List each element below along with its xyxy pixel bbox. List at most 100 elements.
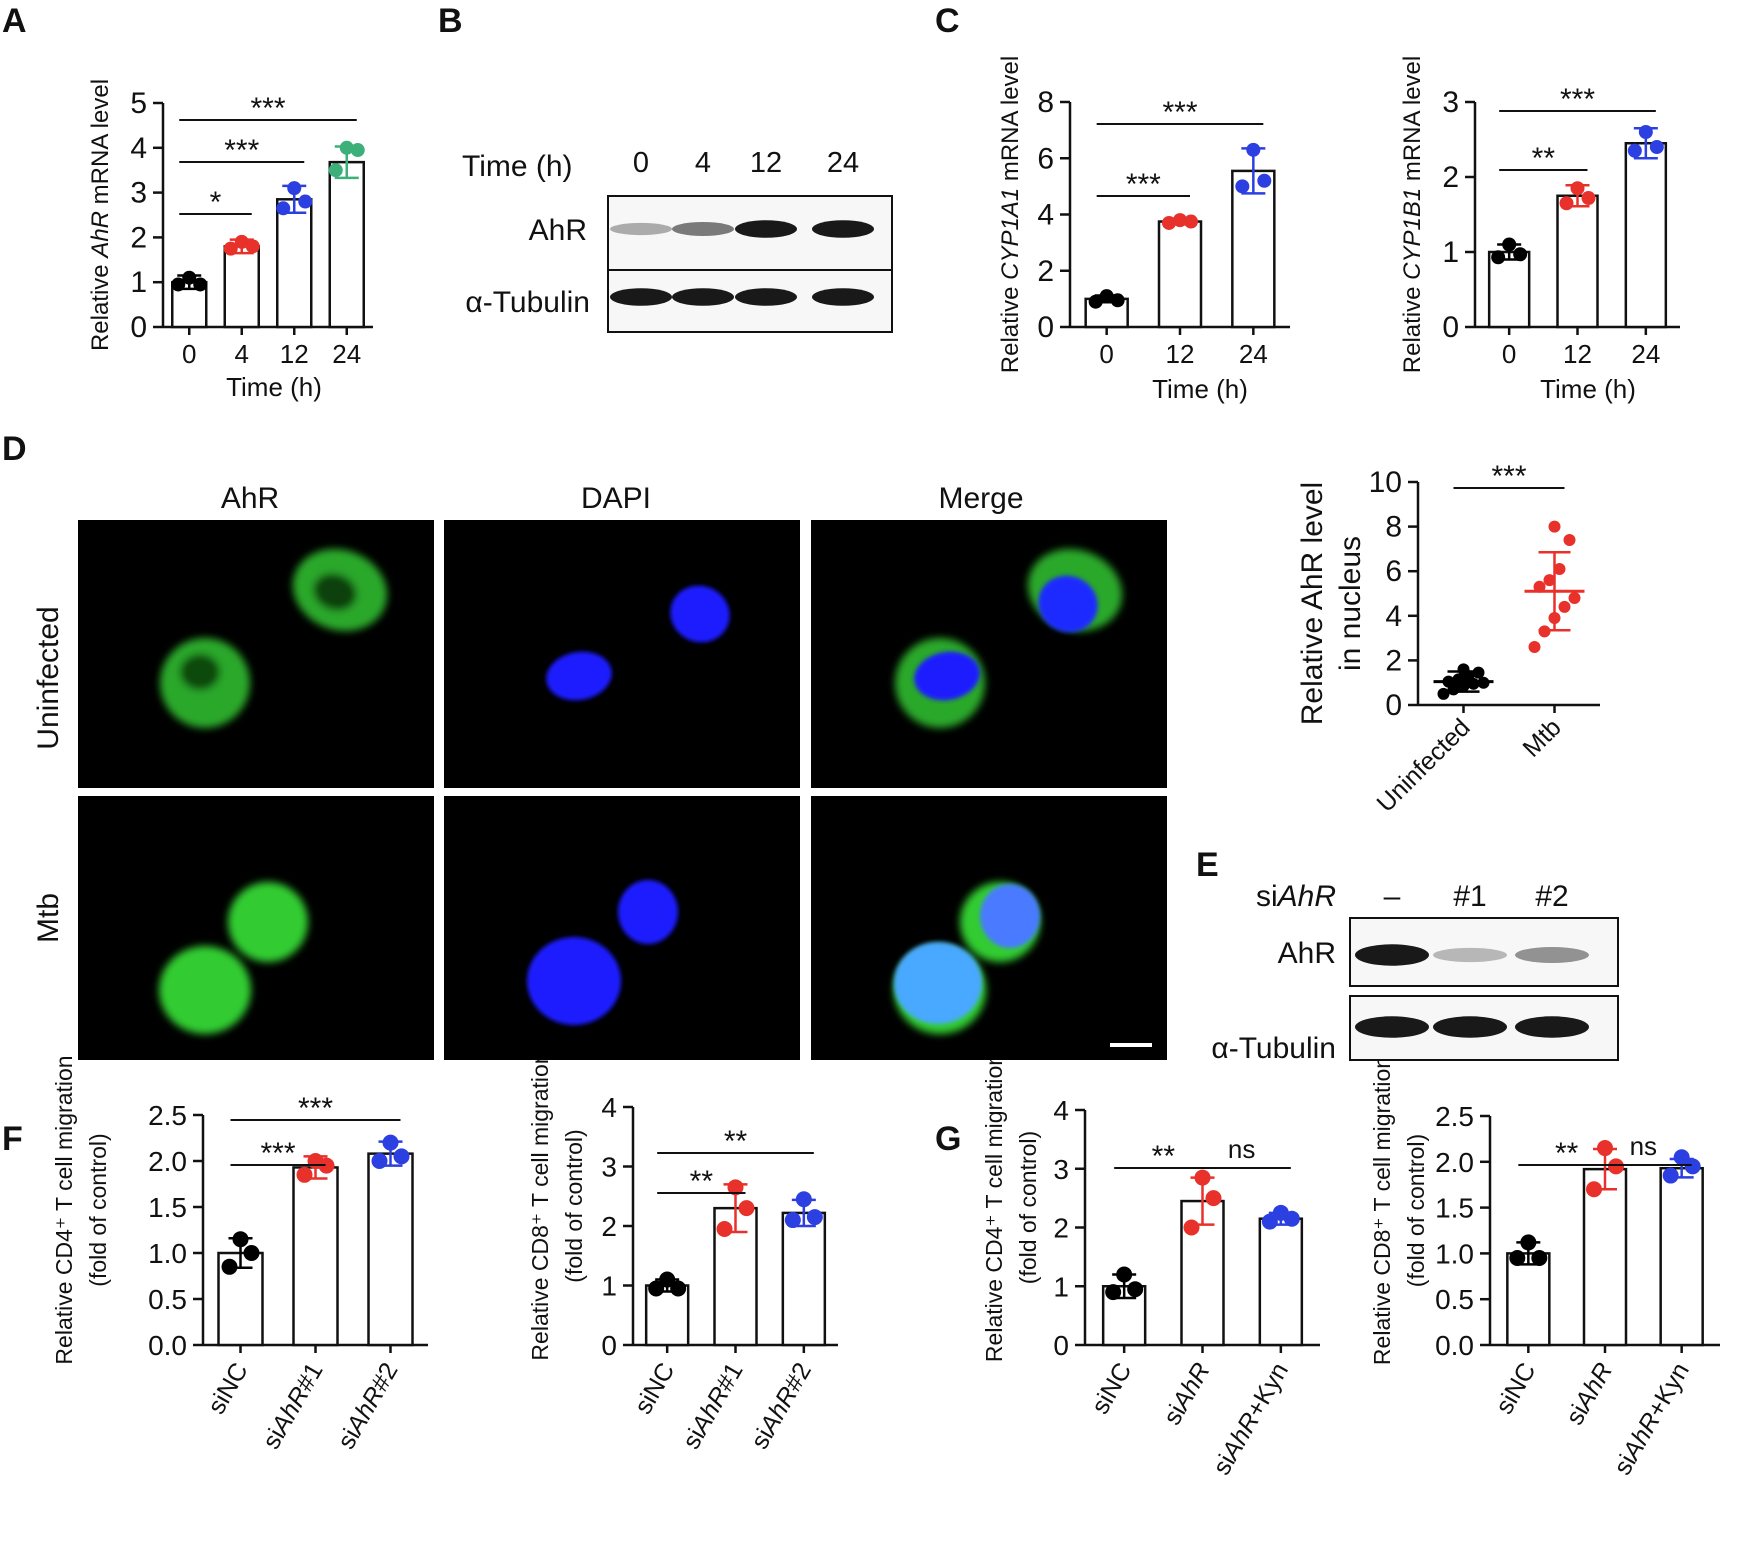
y-axis-label-line1: Relative CD8⁺ T cell migration (527, 1051, 553, 1360)
x-tick-label: 12 (1563, 339, 1592, 369)
bar (328, 160, 365, 329)
x-tick-label: siNC (1490, 1358, 1541, 1419)
data-point (1570, 181, 1585, 196)
y-tick-label: 6 (1385, 555, 1402, 588)
x-tick-label-part: +Kyn (1241, 1358, 1294, 1422)
x-tick-label: siAhR#1 (257, 1358, 329, 1454)
x-tick-label: 24 (1631, 339, 1660, 369)
band (735, 220, 797, 238)
chart-g-cd4: 0 1 2 3 4 Relative CD4⁺ T cell migration (fold… (981, 1053, 1320, 1480)
y-tick-label: 1.0 (1435, 1238, 1474, 1269)
blot-b-lane-2: 12 (750, 147, 782, 179)
data-point (1477, 676, 1490, 689)
y-tick-label: 2 (1037, 255, 1054, 288)
y-tick-label: 1 (1053, 1271, 1069, 1302)
data-point (1543, 574, 1556, 587)
y-tick-label: 0 (1053, 1330, 1069, 1361)
blot-e-bands (1355, 944, 1589, 1038)
data-point (1205, 1190, 1222, 1207)
blot-e-row-ahr: AhR (1278, 937, 1336, 970)
y-tick-label: 1.0 (148, 1238, 187, 1269)
data-point (232, 1231, 249, 1248)
bar (1231, 169, 1276, 329)
data-point (648, 1280, 665, 1297)
y-tick-label: 2.0 (1435, 1147, 1474, 1178)
band (1355, 1016, 1429, 1038)
y-tick-label: 2.5 (1435, 1101, 1474, 1132)
bar (1582, 1167, 1628, 1347)
data-point (371, 1153, 388, 1169)
x-tick-label: Mtb (1517, 713, 1566, 762)
y-tick-label: 4 (601, 1092, 617, 1123)
x-tick-label: siNC (629, 1358, 680, 1419)
data-point (1127, 1281, 1144, 1298)
panel-label-a: A (2, 2, 27, 40)
blot-b-lane-1: 4 (695, 147, 711, 179)
data-point (1110, 293, 1125, 308)
data-point (1513, 247, 1528, 262)
y-axis-label-line2: (fold of control) (561, 1129, 587, 1282)
data-point (393, 1148, 410, 1165)
data-point (193, 277, 208, 292)
data-point (1472, 666, 1485, 679)
significance-label: ns (1630, 1131, 1657, 1161)
data-point (1246, 142, 1261, 157)
data-point (1531, 1249, 1548, 1266)
bar (781, 1211, 827, 1347)
data-point (350, 143, 365, 158)
band (1515, 1016, 1589, 1038)
data-point (234, 234, 249, 249)
y-tick-label: 0 (1385, 689, 1402, 722)
y-tick-label: 2.0 (148, 1146, 187, 1177)
y-axis-label-part: AhR (87, 211, 114, 260)
y-axis-label: Relative CYP1A1 mRNA level (997, 56, 1024, 373)
y-axis-label-line2: in nucleus (1334, 536, 1367, 671)
x-tick-label: 24 (332, 339, 361, 369)
band (610, 222, 672, 236)
significance-label: ** (1532, 142, 1556, 175)
y-tick-label: 3 (1442, 86, 1459, 119)
panel-label-g: G (935, 1120, 961, 1158)
x-tick-label: 24 (1239, 339, 1268, 369)
band (812, 220, 874, 238)
nuclei-mtb-dapi (527, 880, 678, 1025)
y-tick-label: 1.5 (1435, 1193, 1474, 1224)
band (1433, 1016, 1507, 1038)
x-tick-label: siAhR#1 (677, 1358, 749, 1454)
data-point (1184, 214, 1198, 229)
significance-label: *** (1126, 168, 1161, 201)
y-tick-label: 5 (130, 87, 147, 120)
bar (1659, 1166, 1704, 1347)
y-tick-label: 4 (1037, 199, 1054, 232)
bar (367, 1152, 414, 1347)
x-tick-label-part: +Kyn (1642, 1358, 1695, 1422)
micrograph-uninfected-merge (811, 520, 1167, 788)
data-point (659, 1271, 676, 1288)
micro-row-mtb: Mtb (32, 893, 65, 943)
data-point (727, 1179, 744, 1196)
data-point (1548, 520, 1561, 533)
y-axis-label-part: mRNA level (87, 79, 114, 211)
x-tick-label: 0 (182, 339, 196, 369)
panel-label-b: B (438, 2, 463, 40)
y-axis-label: Relative AhR mRNA level (87, 79, 114, 351)
data-point (1088, 294, 1103, 309)
significance-label: *** (298, 1092, 333, 1125)
x-tick-label: siNC (1086, 1358, 1137, 1419)
x-axis-label: Time (h) (226, 372, 322, 402)
y-tick-label: 0 (601, 1330, 617, 1361)
band (1355, 944, 1429, 966)
data-point (670, 1280, 687, 1297)
data-point (1559, 196, 1574, 211)
y-tick-label: 8 (1385, 511, 1402, 544)
data-point (1684, 1158, 1701, 1175)
chart-f-cd4: 0.0 0.5 1.0 1.5 2.0 2.5 Relative CD4⁺ T cell m… (51, 1055, 428, 1454)
data-point (1261, 1213, 1278, 1230)
data-point (1162, 215, 1176, 230)
cells-mtb-merge (894, 882, 1040, 1034)
data-point (182, 270, 197, 285)
blot-b-bands (610, 220, 874, 306)
data-point (1533, 580, 1546, 593)
